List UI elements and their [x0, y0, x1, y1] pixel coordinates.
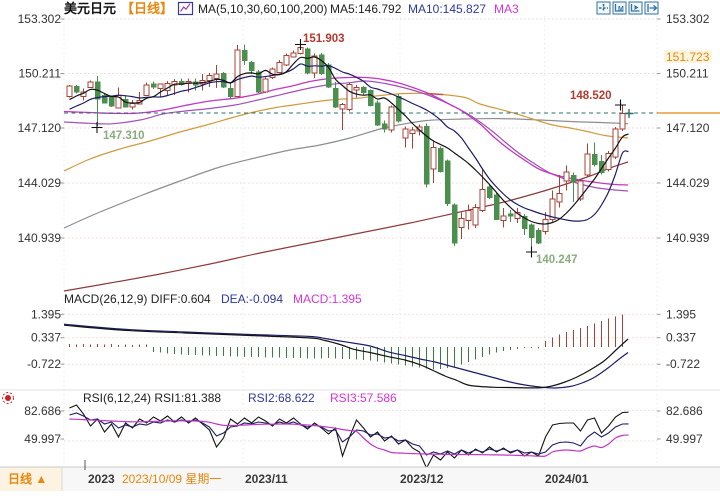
svg-text:-0.722: -0.722 [27, 357, 61, 371]
svg-text:2023/11: 2023/11 [245, 472, 288, 486]
svg-text:0.337: 0.337 [31, 331, 61, 345]
svg-text:MA5:146.792: MA5:146.792 [330, 2, 402, 16]
svg-text:RSI2:68.622: RSI2:68.622 [248, 391, 315, 405]
svg-text:1.395: 1.395 [666, 307, 696, 321]
svg-text:-0.722: -0.722 [666, 357, 700, 371]
svg-text:0.337: 0.337 [666, 331, 696, 345]
svg-text:美元日元: 美元日元 [64, 1, 116, 16]
svg-text:MA(5,10,30,60,100,200): MA(5,10,30,60,100,200) [198, 2, 327, 16]
svg-text:DEA:-0.094: DEA:-0.094 [221, 292, 283, 306]
svg-text:RSI(6,12,24) RSI1:81.388: RSI(6,12,24) RSI1:81.388 [83, 391, 221, 405]
svg-text:144.029: 144.029 [18, 176, 62, 190]
svg-text:MACD:1.395: MACD:1.395 [293, 292, 362, 306]
svg-text:M: M [618, 6, 624, 13]
svg-text:147.120: 147.120 [666, 121, 710, 135]
svg-text:140.247: 140.247 [536, 254, 578, 266]
svg-text:151.903: 151.903 [303, 33, 345, 45]
svg-text:MA10:145.827: MA10:145.827 [408, 2, 486, 16]
svg-text:147.310: 147.310 [103, 130, 145, 142]
svg-text:MA3: MA3 [494, 2, 519, 16]
svg-text:140.939: 140.939 [666, 231, 710, 245]
svg-text:148.520: 148.520 [570, 90, 612, 102]
svg-text:【日线】: 【日线】 [121, 1, 173, 16]
svg-text:151.723: 151.723 [666, 50, 710, 64]
svg-text:147.120: 147.120 [18, 121, 62, 135]
svg-text:140.939: 140.939 [18, 231, 62, 245]
svg-text:144.029: 144.029 [666, 176, 710, 190]
svg-text:49.997: 49.997 [24, 432, 61, 446]
svg-text:2023/12: 2023/12 [400, 472, 444, 486]
svg-text:2023: 2023 [88, 472, 115, 486]
svg-text:RSI3:57.586: RSI3:57.586 [330, 391, 397, 405]
svg-text:153.302: 153.302 [18, 12, 62, 26]
svg-text:49.997: 49.997 [666, 432, 703, 446]
svg-text:150.211: 150.211 [19, 67, 62, 81]
svg-text:2024/01: 2024/01 [545, 472, 589, 486]
svg-text:2023/10/09 星期一: 2023/10/09 星期一 [122, 472, 221, 486]
svg-text:日线 ▲: 日线 ▲ [8, 471, 47, 486]
svg-text:MACD(26,12,9) DIFF:0.604: MACD(26,12,9) DIFF:0.604 [64, 292, 211, 306]
svg-text:150.211: 150.211 [666, 67, 709, 81]
svg-text:153.302: 153.302 [666, 12, 710, 26]
svg-text:82.686: 82.686 [666, 404, 703, 418]
svg-text:82.686: 82.686 [24, 404, 61, 418]
svg-text:1.395: 1.395 [31, 307, 61, 321]
